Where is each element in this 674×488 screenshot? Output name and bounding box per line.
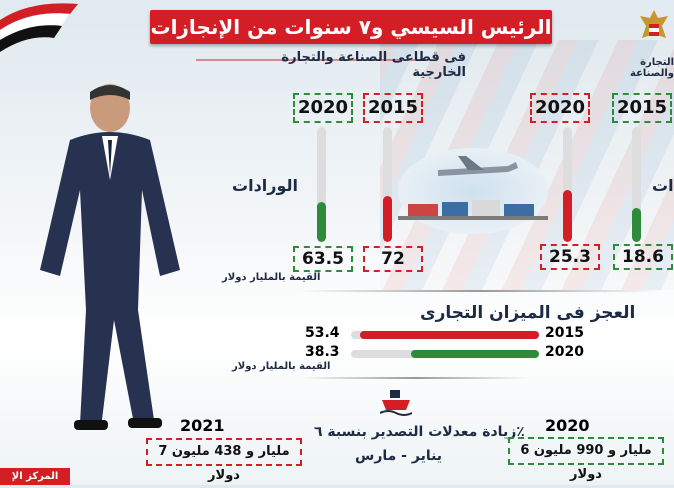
imports-year-2015: 2015 xyxy=(363,93,423,123)
deficit-title: العجز فى الميزان التجارى xyxy=(420,303,636,323)
section-divider xyxy=(300,290,660,292)
eagle-emblem-icon xyxy=(640,10,668,38)
exports-value-2015: 18.6 xyxy=(613,244,673,270)
exports-value-2020: 25.3 xyxy=(540,244,600,270)
export-period: يناير - مارس xyxy=(355,448,443,464)
imports-bar-fill-2020 xyxy=(317,201,326,242)
imports-year-2020: 2020 xyxy=(293,93,353,123)
exports-year-2020: 2020 xyxy=(530,93,590,123)
exports-bar-fill-2015 xyxy=(632,207,641,242)
deficit-value-2020: 38.3 xyxy=(305,344,340,360)
page-subtitle: فى قطاعى الصناعة والتجارة الخارجية xyxy=(281,50,466,80)
exports-bar-fill-2020 xyxy=(563,190,572,242)
deficit-year-2015: 2015 xyxy=(545,325,584,341)
exports-year-2015: 2015 xyxy=(612,93,672,123)
export-right-value: 6 مليار و 990 مليون دولار xyxy=(508,437,664,482)
ship-icon xyxy=(380,390,412,416)
unit-label-deficit: القيمة بالمليار دولار xyxy=(232,361,331,372)
export-rate-text: زيادة معدلات التصدير بنسبة ٦٪ xyxy=(314,424,525,440)
exports-bar-2020 xyxy=(563,127,572,242)
footer-tag: المركز الإ xyxy=(0,468,70,485)
deficit-chart: 53.4 2015 38.3 2020 xyxy=(305,325,595,361)
imports-bar-2015 xyxy=(383,127,392,242)
deficit-bar-fill-2020 xyxy=(411,350,539,358)
imports-value-2015: 72 xyxy=(363,246,423,272)
imports-bar-fill-2015 xyxy=(383,196,392,242)
exports-bar-2015 xyxy=(632,127,641,242)
page-title: الرئيس السيسي و٧ سنوات من الإنجازات xyxy=(150,10,552,44)
deficit-value-2015: 53.4 xyxy=(305,325,340,341)
imports-label: الورادات xyxy=(232,176,298,195)
trade-illustration xyxy=(398,148,548,234)
president-figure xyxy=(40,84,180,430)
imports-bar-2020 xyxy=(317,127,326,242)
deficit-bar-fill-2015 xyxy=(360,331,539,339)
deficit-bar-2020 xyxy=(351,350,539,358)
exports-label: ات xyxy=(652,176,674,195)
export-right-year: 2020 xyxy=(545,416,590,435)
deficit-year-2020: 2020 xyxy=(545,344,584,360)
egypt-flag-icon xyxy=(0,3,78,52)
deficit-bar-2015 xyxy=(351,331,539,339)
airplane-icon xyxy=(398,156,548,220)
imports-value-2020: 63.5 xyxy=(293,246,353,272)
subtitle-divider xyxy=(196,59,426,61)
unit-label-imports: القيمة بالمليار دولار xyxy=(222,272,321,283)
section-divider-2 xyxy=(300,377,530,379)
export-left-year: 2021 xyxy=(180,416,225,435)
export-left-value: 7 مليار و 438 مليون دولار xyxy=(146,438,302,483)
ministry-name: التجارة والصناعة xyxy=(630,57,674,79)
